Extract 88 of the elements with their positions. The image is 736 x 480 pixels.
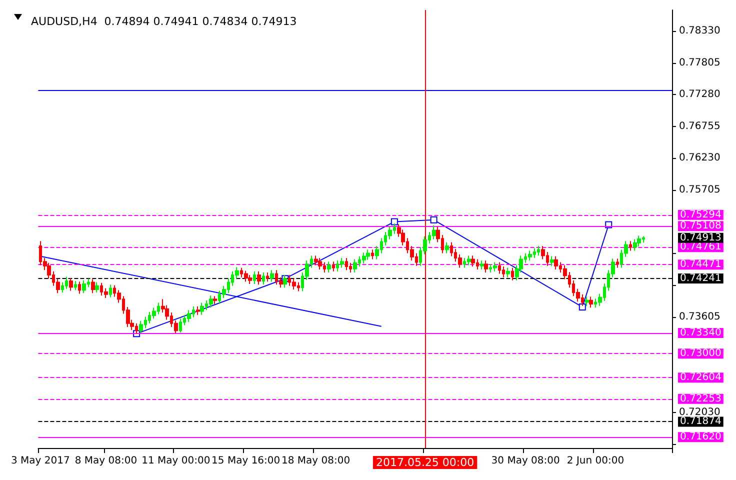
candlestick [633,238,637,252]
x-tick-label: 2 Jun 00:00 [566,456,624,466]
y-tick-label: 0.75705 [679,184,720,196]
candlestick [196,306,200,316]
candlestick [637,235,641,248]
y-tick-label: 0.76230 [679,152,720,164]
candlestick [244,270,248,282]
y-tick-label: 0.77280 [679,89,720,100]
ref-line-label: 0.75294 [680,209,722,220]
x-tick-label: 15 May 16:00 [212,456,280,466]
candlestick [585,296,589,306]
x-tick-label: 11 May 00:00 [142,456,210,466]
ref-line-label: 0.71874 [680,416,722,428]
candlestick [471,255,475,268]
x-tick-label: 3 May 2017 [10,456,70,466]
point [578,304,586,311]
candlestick [78,281,81,294]
ref-line-label: 0.74761 [680,242,722,253]
candlestick [318,258,322,270]
candlestick [91,278,95,294]
candlestick [314,255,318,266]
candlestick [629,240,632,252]
candlestick [292,278,296,290]
y-tick-label: 0.73605 [679,312,720,323]
candlestick [109,284,112,298]
y-tick-label: 0.77805 [679,57,720,68]
candlestick [200,302,204,316]
candlestick [74,280,77,291]
candlestick [179,318,182,333]
candlestick [616,258,619,268]
candlestick [353,258,357,274]
ref-line-label: 0.72604 [680,372,722,384]
candlestick [345,258,348,271]
candlestick [213,296,217,305]
candlestick [65,276,68,290]
candlestick [432,224,436,240]
ref-line-label: 0.71620 [680,432,722,443]
candlestick [139,320,143,334]
candlestick [248,274,252,285]
candlestick [554,256,558,270]
candlestick [187,310,191,323]
candlestick [209,295,213,308]
x-tick-label: 18 May 08:00 [281,456,350,466]
candlestick [537,245,540,256]
candlestick [498,262,501,274]
candlestick [362,252,366,264]
candlestick [484,260,488,274]
x-tick-label: 2017.05.25 00:00 [376,456,474,469]
x-tick-label: 30 May 08:00 [491,456,560,466]
candlestick [327,261,331,274]
candlestick [480,260,484,270]
point [430,216,438,224]
candlestick [262,272,265,286]
ref-line-label: 0.74241 [680,273,722,284]
candlestick [371,249,374,260]
candlestick [589,296,593,308]
candlestick [493,262,497,272]
candlestick [467,255,471,266]
candlestick [257,270,261,286]
candlestick [152,307,156,320]
y-tick-label: 0.78330 [679,26,720,37]
candlestick [270,270,274,282]
y-tick-label: 0.72030 [679,406,720,418]
candlestick [366,249,370,260]
candlestick [82,280,86,294]
ref-line-label: 0.73000 [680,348,722,360]
candlestick [332,261,335,272]
candlestick [340,258,344,268]
ref-line-label: 0.73340 [680,328,722,339]
text: AUDUSD,H4 0.74894 0.74941 0.74834 0.74913 [31,15,297,28]
point [390,218,398,226]
y-tick-label: 0.76755 [679,120,720,132]
text: 0.74913 [680,232,722,244]
candlestick [502,266,505,278]
candlestick [349,262,352,274]
candlestick [506,267,510,278]
candlestick [550,256,554,266]
x-tick-label: 8 May 08:00 [74,456,138,466]
ref-line-label: 0.75108 [680,220,722,232]
candlestick [445,242,449,254]
ref-line-label: 0.72253 [680,393,722,404]
candlestick [253,270,256,285]
ref-line-label: 0.74471 [680,259,722,270]
candlestick [511,267,514,281]
candlestick [69,278,73,292]
candlestick [95,282,99,294]
candlestick [266,272,269,282]
candlestick [528,250,532,261]
